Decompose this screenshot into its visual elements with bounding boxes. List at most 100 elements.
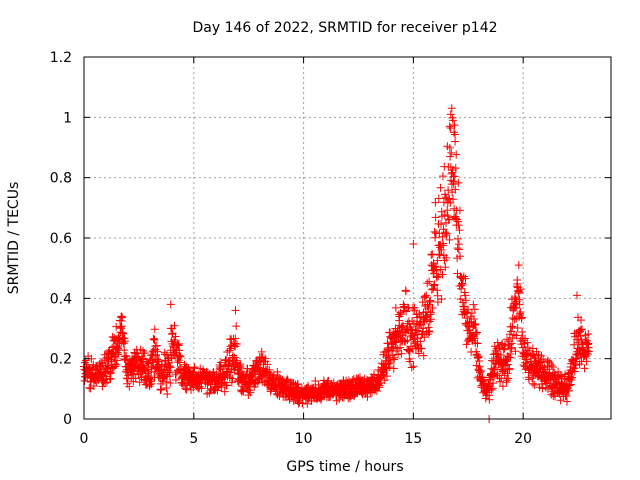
- axis-ticks: [83, 56, 611, 420]
- data-point: [215, 364, 224, 373]
- data-point: [117, 322, 126, 331]
- data-point: [572, 291, 581, 300]
- data-point: [464, 305, 473, 314]
- data-point: [441, 263, 450, 272]
- data-point: [232, 339, 241, 348]
- data-point: [405, 346, 414, 355]
- data-point: [438, 232, 447, 241]
- data-point: [85, 383, 94, 392]
- data-point: [498, 382, 507, 391]
- data-point: [493, 338, 502, 347]
- data-point: [515, 300, 524, 309]
- data-point: [502, 376, 511, 385]
- data-point: [456, 252, 465, 261]
- data-point: [170, 335, 179, 344]
- data-point: [166, 363, 175, 372]
- data-point: [554, 367, 563, 376]
- data-point: [162, 383, 171, 392]
- data-point: [190, 363, 199, 372]
- data-point: [152, 341, 161, 350]
- x-tick-label: 15: [404, 431, 422, 447]
- data-point: [436, 183, 445, 192]
- data-point: [465, 318, 474, 327]
- data-point: [391, 303, 400, 312]
- x-tick-labels: 0 5 10 15 20: [80, 431, 533, 447]
- data-point: [112, 360, 121, 369]
- data-point: [576, 325, 585, 334]
- data-point: [455, 226, 464, 235]
- data-point: [499, 345, 508, 354]
- data-point: [449, 180, 458, 189]
- data-point: [263, 360, 272, 369]
- data-point: [140, 349, 149, 358]
- data-point: [181, 384, 190, 393]
- data-point: [426, 296, 435, 305]
- data-point: [453, 234, 462, 243]
- data-point: [419, 351, 428, 360]
- data-point: [165, 362, 174, 371]
- data-point: [282, 377, 291, 386]
- data-point: [576, 332, 585, 341]
- data-point: [511, 347, 520, 356]
- data-point: [568, 373, 577, 382]
- data-point: [173, 340, 182, 349]
- data-point: [469, 314, 478, 323]
- data-point: [171, 376, 180, 385]
- data-point: [431, 198, 440, 207]
- data-point: [505, 364, 514, 373]
- x-tick-label: 0: [80, 431, 89, 447]
- data-point: [235, 361, 244, 370]
- data-point: [195, 382, 204, 391]
- data-point: [584, 347, 593, 356]
- data-point: [430, 262, 439, 271]
- data-point: [496, 377, 505, 386]
- data-point: [419, 324, 428, 333]
- data-point: [110, 360, 119, 369]
- data-point: [537, 351, 546, 360]
- data-point: [147, 379, 156, 388]
- data-point: [406, 357, 415, 366]
- data-point: [289, 378, 298, 387]
- data-point: [514, 261, 523, 270]
- data-point: [455, 206, 464, 215]
- data-point: [175, 351, 184, 360]
- x-tick-label: 10: [295, 431, 313, 447]
- data-point: [570, 367, 579, 376]
- data-point: [451, 137, 460, 146]
- data-point: [458, 279, 467, 288]
- data-point: [544, 356, 553, 365]
- y-axis-label: SRMTID / TECUs: [6, 182, 22, 295]
- data-point: [438, 172, 447, 181]
- data-point: [578, 325, 587, 334]
- data-point: [225, 346, 234, 355]
- data-point: [574, 338, 583, 347]
- data-point: [472, 328, 481, 337]
- data-point: [428, 304, 437, 313]
- data-point: [97, 358, 106, 367]
- data-point: [449, 195, 458, 204]
- data-point: [470, 305, 479, 314]
- data-point: [539, 355, 548, 364]
- data-point: [417, 344, 426, 353]
- data-point: [456, 295, 465, 304]
- data-point: [510, 293, 519, 302]
- data-point: [86, 377, 95, 386]
- data-point: [447, 148, 456, 157]
- data-point: [513, 323, 522, 332]
- data-point: [431, 213, 440, 222]
- data-point: [434, 194, 443, 203]
- data-point: [427, 261, 436, 270]
- data-point: [445, 143, 454, 152]
- data-point: [413, 313, 422, 322]
- data-point: [166, 379, 175, 388]
- data-point: [449, 128, 458, 137]
- y-tick-label: 0.8: [50, 171, 72, 187]
- data-point: [485, 395, 494, 404]
- y-tick-label: 1: [63, 110, 72, 126]
- data-point: [120, 346, 129, 355]
- data-point: [243, 364, 252, 373]
- x-tick-label: 5: [189, 431, 198, 447]
- data-point: [118, 313, 127, 322]
- data-point: [416, 337, 425, 346]
- data-point: [117, 312, 126, 321]
